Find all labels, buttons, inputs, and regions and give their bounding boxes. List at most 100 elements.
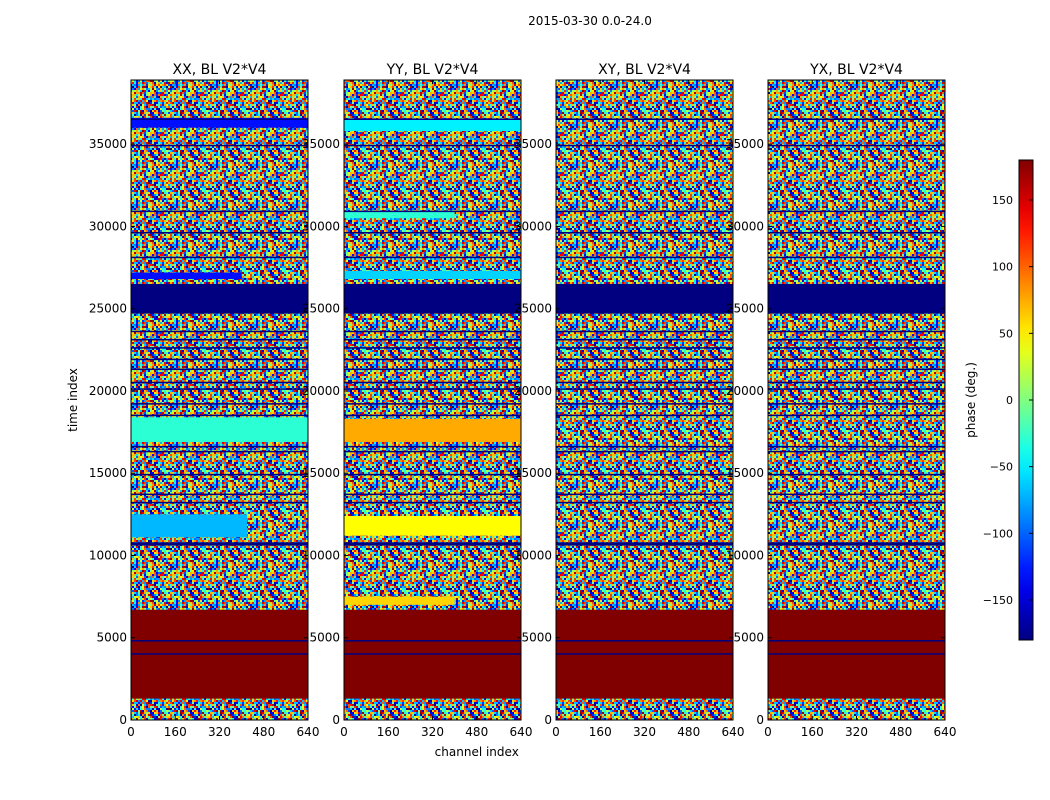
- flag-line: [131, 368, 308, 371]
- flag-line: [131, 653, 308, 655]
- figure-title: 2015-03-30 0.0-24.0: [528, 14, 652, 28]
- flag-line: [344, 501, 521, 504]
- y-tick-label: 0: [119, 713, 127, 727]
- flag-line: [131, 414, 308, 417]
- flag-line: [768, 118, 945, 120]
- y-tick-label: 35000: [89, 137, 127, 151]
- y-tick-label: 15000: [89, 466, 127, 480]
- colorbar-label: phase (deg.): [964, 362, 978, 438]
- flag-line: [344, 640, 521, 642]
- flag-line: [344, 232, 521, 234]
- flag-line: [556, 347, 733, 349]
- phase-band: [344, 418, 521, 442]
- flag-line: [344, 118, 521, 120]
- flag-line: [556, 501, 733, 504]
- flag-line: [768, 330, 945, 333]
- flag-line: [556, 388, 733, 390]
- flag-line: [768, 368, 945, 371]
- flag-line: [768, 653, 945, 655]
- y-tick-label: 30000: [726, 219, 764, 233]
- x-axis-label: channel index: [435, 745, 519, 759]
- flag-line: [556, 368, 733, 371]
- colorbar: −150 −100 −50 0 50 100 150 phase (deg.): [964, 159, 1034, 641]
- y-tick-label: 25000: [726, 302, 764, 316]
- phase-band: [344, 515, 521, 536]
- y-tick-label: 30000: [89, 219, 127, 233]
- flag-line: [131, 210, 308, 213]
- flag-line: [344, 210, 521, 213]
- flag-line: [556, 144, 733, 147]
- flag-line: [556, 256, 733, 259]
- flag-line: [768, 338, 945, 341]
- colorbar-tick-label: −150: [983, 594, 1013, 607]
- flag-line: [131, 256, 308, 259]
- flag-line: [131, 450, 308, 453]
- colorbar-tick-label: 50: [999, 327, 1013, 340]
- flag-line: [556, 450, 733, 453]
- y-tick-label: 10000: [726, 548, 764, 562]
- x-tick-label: 0: [127, 725, 135, 739]
- flag-line: [556, 414, 733, 417]
- flag-line: [556, 118, 733, 120]
- flag-line: [344, 450, 521, 453]
- y-tick-label: 30000: [302, 219, 340, 233]
- x-tick-label: 640: [934, 725, 957, 739]
- flag-line: [344, 403, 521, 405]
- y-tick-label: 35000: [726, 137, 764, 151]
- x-tick-label: 0: [340, 725, 348, 739]
- flag-line: [131, 640, 308, 642]
- x-tick-label: 160: [377, 725, 400, 739]
- flag-line: [131, 338, 308, 341]
- y-tick-label: 10000: [302, 548, 340, 562]
- y-tick-label: 15000: [302, 466, 340, 480]
- flag-line: [556, 358, 733, 361]
- flag-line: [768, 232, 945, 234]
- y-tick-label: 20000: [302, 384, 340, 398]
- flag-line: [768, 358, 945, 361]
- x-tick-label: 640: [722, 725, 745, 739]
- phase-band: [344, 284, 521, 314]
- colorbar-tick-label: −100: [983, 527, 1013, 540]
- panel-title: YX, BL V2*V4: [809, 62, 903, 78]
- flag-line: [344, 347, 521, 349]
- flag-line: [768, 445, 945, 448]
- phase-band: [131, 514, 248, 538]
- flag-line: [344, 381, 521, 384]
- phase-band: [344, 211, 455, 219]
- y-tick-label: 20000: [726, 384, 764, 398]
- phase-band: [131, 284, 308, 314]
- colorbar-tick-label: 150: [992, 194, 1013, 207]
- flag-line: [768, 403, 945, 405]
- flag-line: [344, 445, 521, 448]
- y-tick-label: 0: [756, 713, 764, 727]
- flag-line: [768, 381, 945, 384]
- y-tick-label: 5000: [521, 631, 552, 645]
- phase-band: [344, 542, 521, 546]
- x-tick-label: 160: [801, 725, 824, 739]
- phase-band: [344, 596, 455, 605]
- flag-line: [768, 347, 945, 349]
- y-tick-label: 15000: [514, 466, 552, 480]
- x-tick-label: 320: [633, 725, 656, 739]
- phase-band: [556, 542, 733, 546]
- flag-line: [131, 347, 308, 349]
- flag-line: [556, 473, 733, 476]
- phase-band: [556, 284, 733, 314]
- flag-line: [556, 210, 733, 213]
- flag-line: [344, 473, 521, 476]
- flag-line: [344, 414, 521, 417]
- phase-band: [344, 119, 521, 132]
- x-tick-label: 0: [764, 725, 772, 739]
- x-tick-label: 320: [845, 725, 868, 739]
- flag-line: [556, 653, 733, 655]
- flag-line: [344, 144, 521, 147]
- flag-line: [556, 338, 733, 341]
- x-tick-label: 160: [164, 725, 187, 739]
- y-tick-label: 0: [544, 713, 552, 727]
- flag-line: [131, 358, 308, 361]
- flag-line: [131, 232, 308, 234]
- flag-line: [344, 330, 521, 333]
- flag-line: [131, 403, 308, 405]
- y-tick-label: 0: [332, 713, 340, 727]
- flag-line: [556, 640, 733, 642]
